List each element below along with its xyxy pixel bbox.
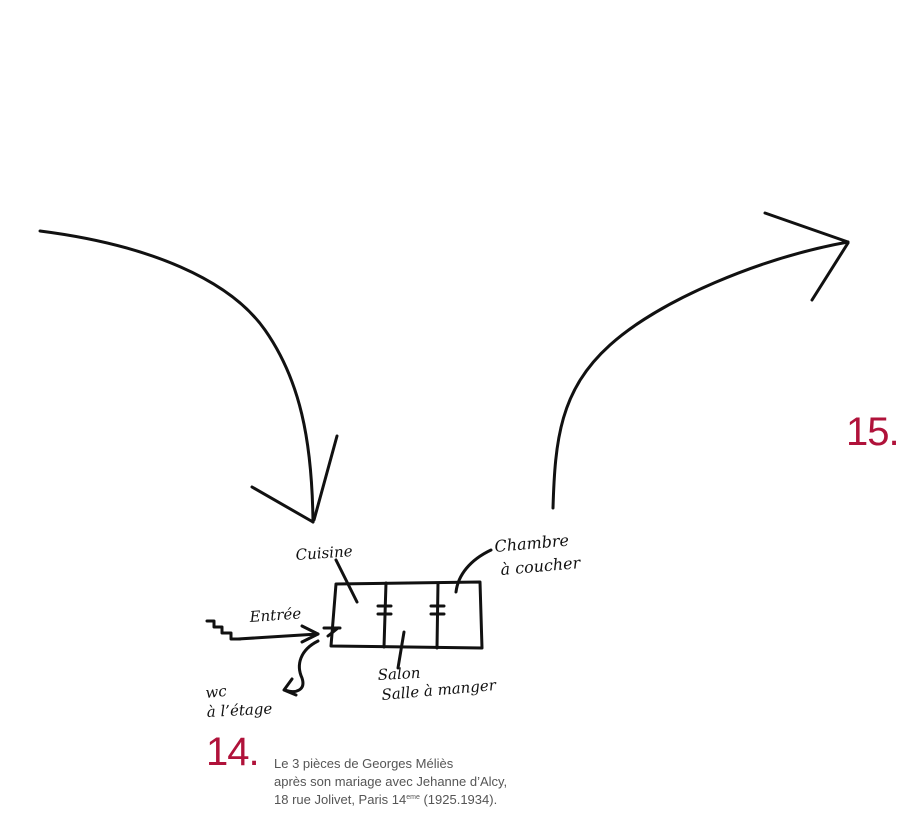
wc-leader: [283, 639, 320, 693]
caption-line-1: Le 3 pièces de Georges Méliès: [274, 756, 454, 771]
incoming-arrow-curve: [38, 229, 315, 524]
floor-plan-outline: [329, 580, 484, 650]
figure-caption-14: Le 3 pièces de Georges Méliès après son …: [274, 755, 507, 809]
caption-line-3: 18 rue Jolivet, Paris 14eme (1925.1934).: [274, 791, 507, 809]
figure-number-15: 15.: [846, 410, 899, 454]
incoming-arrow-head-right: [312, 434, 339, 522]
entree-arrow: [236, 632, 320, 641]
salon-leader: [396, 630, 406, 670]
caption-line-3-prefix: 18 rue Jolivet, Paris 14: [274, 792, 407, 807]
label-salon: Salon: [377, 664, 421, 684]
label-a-coucher: à coucher: [500, 553, 583, 579]
outgoing-arrow-head-bottom: [810, 241, 850, 302]
figure-number-14: 14.: [206, 730, 260, 774]
entry-door-mark: [322, 626, 342, 638]
caption-line-2: après son mariage avec Jehanne d’Alcy,: [274, 774, 508, 789]
wc-leader-head: [282, 677, 298, 697]
label-entree: Entrée: [248, 604, 302, 626]
door-mark-1: [376, 604, 393, 616]
entree-arrow-head: [300, 624, 320, 644]
label-wc: wc: [205, 682, 229, 702]
outgoing-arrow-curve: [551, 240, 850, 510]
caption-line-3-suffix: (1925.1934).: [419, 792, 498, 807]
outgoing-arrow-head-top: [763, 211, 850, 244]
chambre-leader: [454, 548, 493, 594]
door-mark-2: [429, 604, 446, 616]
label-cuisine: Cuisine: [295, 542, 353, 564]
cuisine-leader: [334, 558, 359, 604]
incoming-arrow-head-left: [250, 485, 315, 524]
label-a-letage: à l’étage: [206, 700, 273, 721]
entree-stairs: [205, 619, 242, 641]
caption-line-3-superscript: eme: [406, 794, 420, 801]
label-chambre: Chambre: [494, 531, 570, 556]
